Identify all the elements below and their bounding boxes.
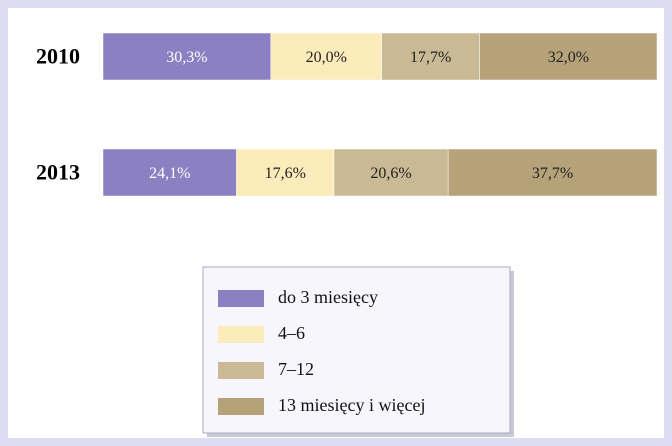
legend-label: 7–12 [278, 359, 314, 379]
value-label: 30,3% [166, 49, 207, 66]
bar-segment [270, 32, 382, 81]
bar-segment [479, 32, 658, 81]
bar-segment [102, 148, 237, 197]
bar-segment [381, 32, 480, 81]
value-label: 17,6% [265, 165, 306, 182]
bar-segment [102, 32, 272, 81]
legend-label: 13 miesięcy i więcej [278, 395, 425, 415]
category-label: 2010 [36, 44, 80, 69]
value-label: 37,7% [532, 165, 573, 182]
value-label: 17,7% [410, 49, 451, 66]
value-label: 20,6% [370, 165, 411, 182]
legend-label: do 3 miesięcy [278, 287, 378, 307]
value-label: 32,0% [548, 49, 589, 66]
bar-segment [447, 148, 658, 197]
value-label: 20,0% [306, 49, 347, 66]
legend-swatch [218, 362, 264, 379]
legend-swatch [218, 398, 264, 415]
bar-segment [333, 148, 449, 197]
legend-swatch [218, 290, 264, 307]
value-label: 24,1% [149, 165, 190, 182]
category-label: 2013 [36, 160, 80, 185]
legend-swatch [218, 326, 264, 343]
legend-label: 4–6 [278, 323, 305, 343]
bar-segment [236, 148, 335, 197]
